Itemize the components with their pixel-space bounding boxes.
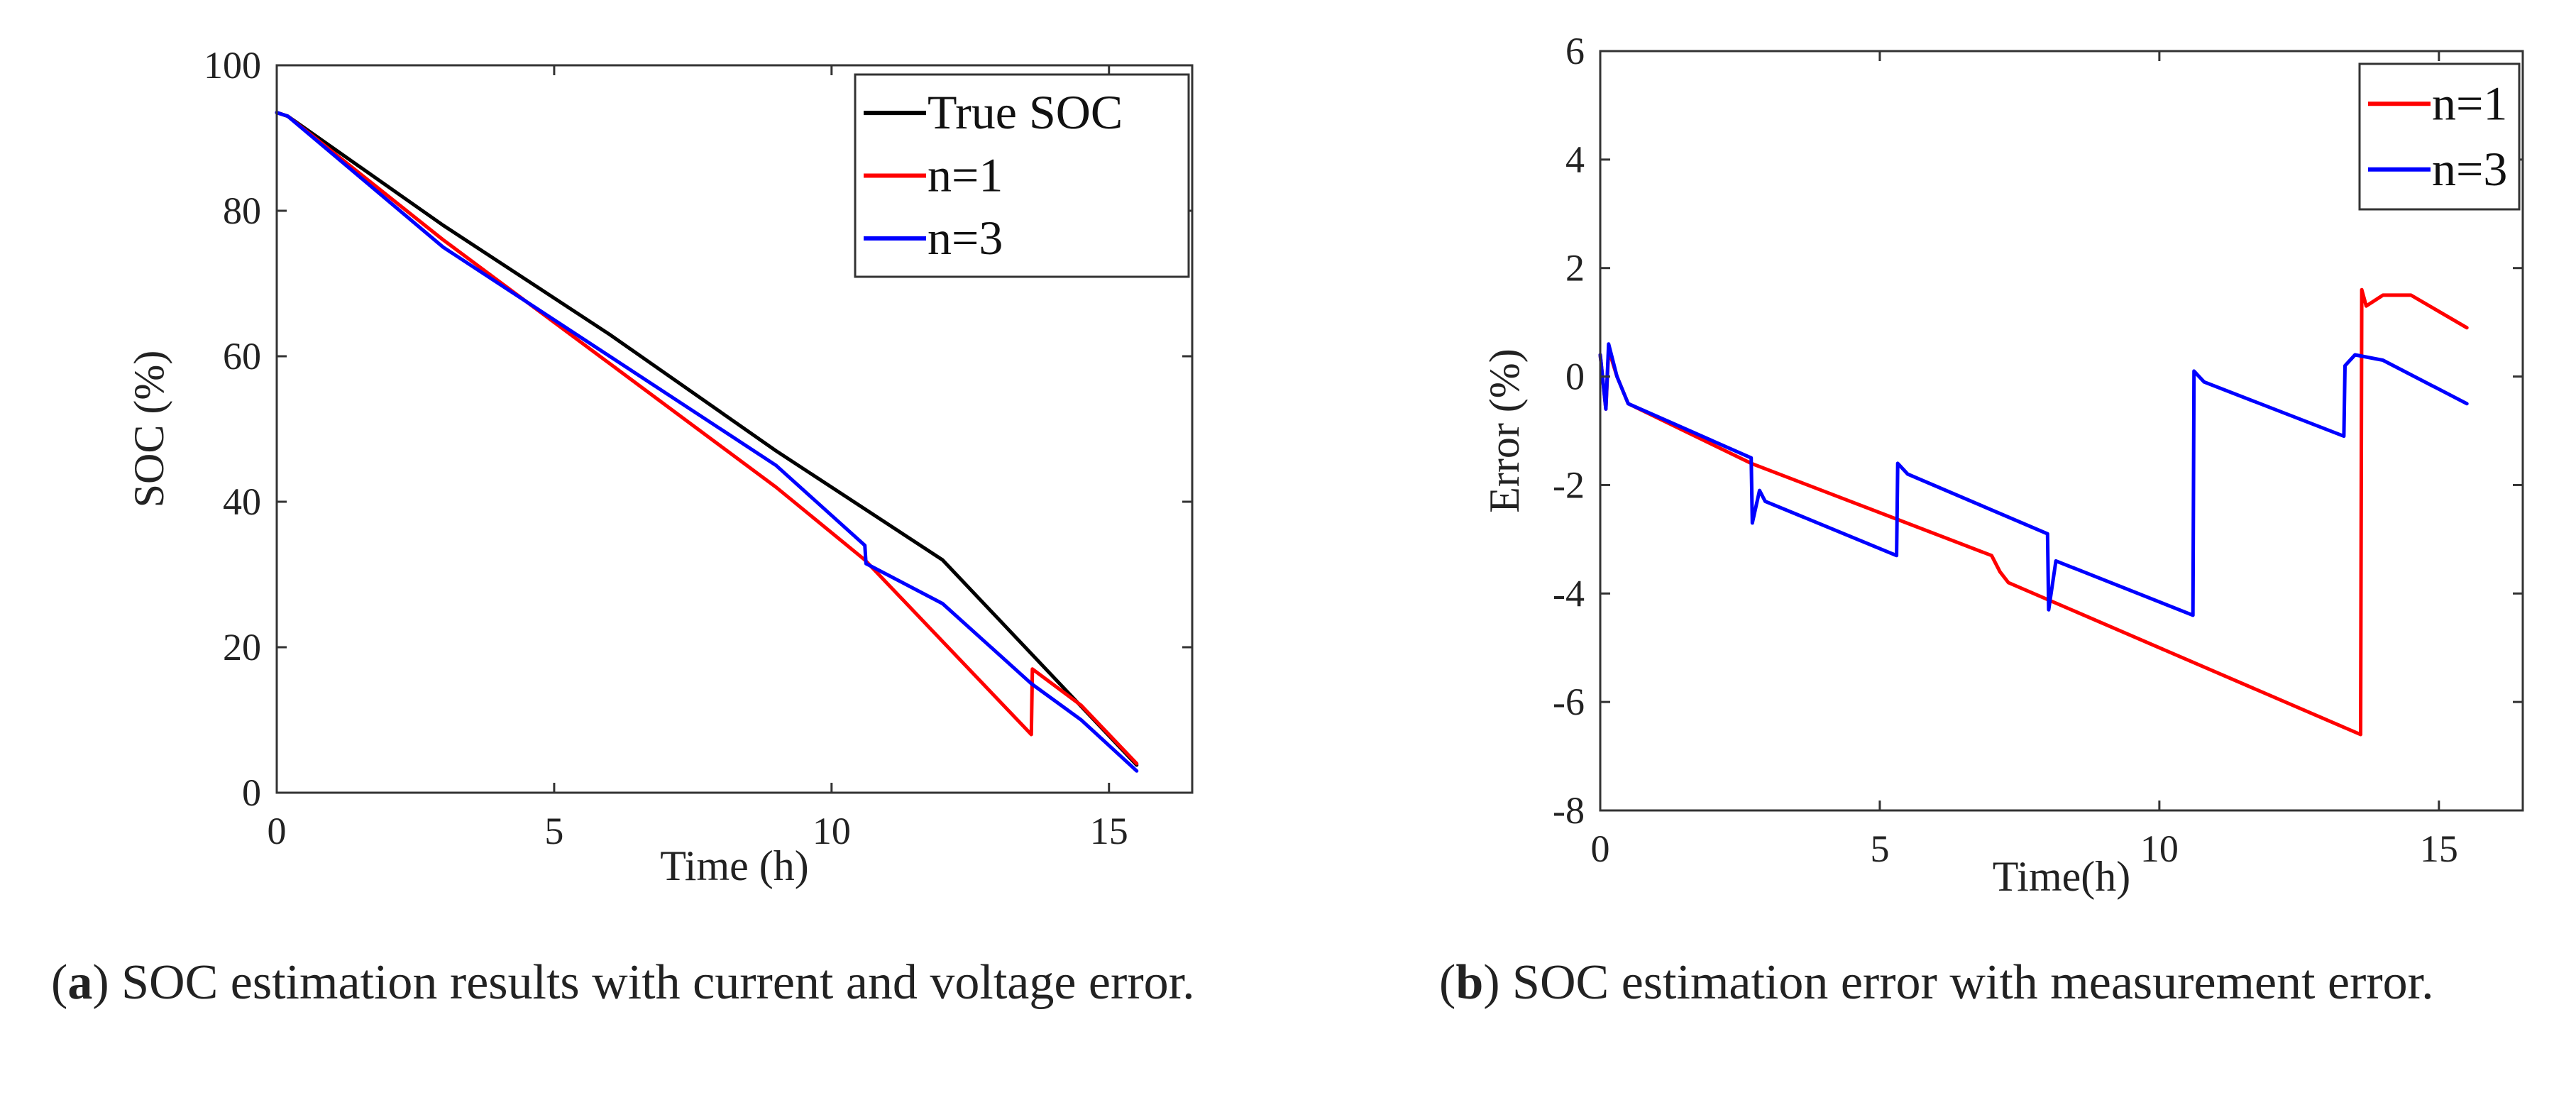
y-tick-label-a: 20 <box>223 626 261 669</box>
legend-b: n=1n=3 <box>2358 62 2521 211</box>
caption-a-letter: a <box>67 955 93 1010</box>
caption-b-text: ) SOC estimation error with measurement … <box>1483 955 2434 1010</box>
y-tick-label-b: 2 <box>1565 247 1585 290</box>
y-tick-label-a: 40 <box>223 480 261 523</box>
y-tick-label-b: -4 <box>1553 572 1585 615</box>
x-tick-label-a: 15 <box>1090 810 1128 852</box>
series-line-a-n-3 <box>275 111 1139 773</box>
legend-label-a: True SOC <box>928 85 1123 139</box>
axes-frame-a <box>275 64 1194 794</box>
series-line-a-n-1 <box>275 111 1139 766</box>
y-tick-label-b: 4 <box>1565 138 1585 181</box>
y-tick-label-b: -2 <box>1553 463 1585 506</box>
y-tick-label-b: -8 <box>1553 789 1585 832</box>
legend-label-b: n=3 <box>2432 142 2507 196</box>
x-tick-label-a: 5 <box>544 810 563 852</box>
y-tick-label-a: 100 <box>204 44 261 87</box>
x-tick-label-a: 0 <box>268 810 287 852</box>
caption-b: (b) SOC estimation error with measuremen… <box>1439 955 2434 1010</box>
y-tick-label-b: 0 <box>1565 356 1585 398</box>
caption-a: (a) SOC estimation results with current … <box>51 955 1195 1010</box>
caption-a-text: ) SOC estimation results with current an… <box>92 955 1195 1010</box>
series-line-b-n-3 <box>1598 342 2469 617</box>
legend-box-b <box>2358 62 2521 211</box>
x-tick-label-b: 5 <box>1870 827 1889 870</box>
y-tick-label-a: 80 <box>223 189 261 232</box>
x-tick-label-b: 10 <box>2140 827 2179 870</box>
y-tick-label-a: 0 <box>242 771 261 814</box>
y-axis-label-a: SOC (%) <box>126 351 172 508</box>
y-tick-label-b: 6 <box>1565 30 1585 72</box>
y-axis-label-b: Error (%) <box>1481 348 1528 513</box>
legend-label-a: n=1 <box>928 148 1003 202</box>
x-tick-label-b: 15 <box>2420 827 2458 870</box>
axes-frame-b <box>1599 50 2524 812</box>
x-axis-label-b: Time(h) <box>1993 853 2130 900</box>
legend-a: True SOC n=1 n=3 <box>854 73 1190 278</box>
x-tick-label-b: 0 <box>1591 827 1610 870</box>
y-tick-label-a: 60 <box>223 335 261 378</box>
legend-label-a: n=3 <box>928 211 1003 265</box>
series-line-b-n-1 <box>1598 287 2469 737</box>
caption-b-letter: b <box>1455 955 1484 1010</box>
legend-label-b: n=1 <box>2432 76 2507 130</box>
x-axis-label-a: Time (h) <box>660 842 808 889</box>
chart-panel-a: 0 5 10 15 0 20 40 60 80 100 Time (h) SOC (%) True SO… <box>126 44 1194 889</box>
y-tick-label-b: -6 <box>1553 681 1585 723</box>
x-tick-label-a: 10 <box>813 810 851 852</box>
